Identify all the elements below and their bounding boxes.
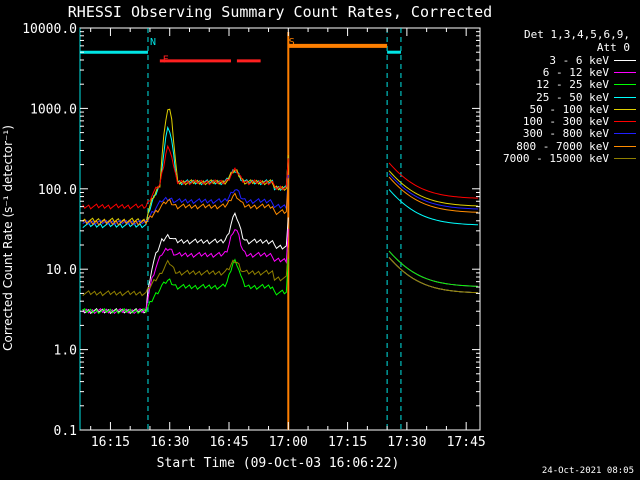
legend-swatch xyxy=(614,133,636,135)
legend-header-line-1: Det 1,3,4,5,6,9, xyxy=(524,28,630,41)
x-tick-label: 16:30 xyxy=(150,435,189,450)
x-tick-label: 17:45 xyxy=(447,435,486,450)
legend-header-line-2: Att 0 xyxy=(596,41,630,54)
series-group xyxy=(82,108,479,315)
series-line-8 xyxy=(82,247,289,297)
chart-title: RHESSI Observing Summary Count Rates, Co… xyxy=(68,3,492,21)
series-line-after-7 xyxy=(388,176,479,213)
x-tick-label: 17:30 xyxy=(387,435,426,450)
plot-frame xyxy=(79,27,481,431)
series-line-after-2 xyxy=(388,250,479,287)
legend-entry: 300 - 800 keV xyxy=(484,127,636,141)
x-tick-label: 17:15 xyxy=(328,435,367,450)
legend-swatch xyxy=(614,84,636,86)
series-line-after-3 xyxy=(388,189,479,226)
flag-annotation-n: N xyxy=(150,37,156,48)
series-line-0 xyxy=(82,211,289,315)
legend: Det 1,3,4,5,6,9, Att 0 3 - 6 keV 6 - 12 k… xyxy=(484,28,636,165)
x-axis-label: Start Time (09-Oct-03 16:06:22) xyxy=(157,456,400,471)
plot-area xyxy=(79,27,481,431)
y-tick-label: 10.0 xyxy=(46,263,77,278)
guide-lines: NF S xyxy=(79,28,402,430)
legend-label: 100 - 300 keV xyxy=(522,115,609,129)
series-line-3 xyxy=(82,125,289,229)
legend-entry: 7000 - 15000 keV xyxy=(484,152,636,166)
axis-ticks: 16:15 16:30 16:45 17:00 17:15 17:30 17:45 0.1 1.… xyxy=(22,22,486,450)
legend-swatch xyxy=(614,145,636,147)
y-tick-label: 0.1 xyxy=(54,424,77,439)
legend-swatch xyxy=(614,71,636,73)
x-tick-label: 16:45 xyxy=(209,435,248,450)
legend-entry: 3 - 6 keV xyxy=(484,53,636,67)
legend-swatch xyxy=(614,59,636,61)
series-line-after-6 xyxy=(388,173,479,210)
legend-label: 800 - 7000 keV xyxy=(516,139,609,153)
series-line-4 xyxy=(82,108,289,225)
series-line-after-5 xyxy=(388,162,479,199)
series-line-after-8 xyxy=(388,257,479,294)
series-line-7 xyxy=(82,178,289,226)
x-tick-label: 17:00 xyxy=(269,435,308,450)
y-tick-label: 10000.0 xyxy=(22,22,77,37)
y-axis-label: Corrected Count Rate (s⁻¹ detector⁻¹) xyxy=(1,125,15,351)
legend-swatch xyxy=(614,96,636,98)
y-tick-label: 1.0 xyxy=(54,344,77,359)
legend-label: 25 - 50 keV xyxy=(536,90,609,104)
legend-label: 12 - 25 keV xyxy=(536,78,609,92)
legend-swatch xyxy=(614,121,636,123)
flag-annotation-s: S xyxy=(289,37,295,48)
legend-label: 50 - 100 keV xyxy=(529,102,609,116)
x-tick-label: 16:15 xyxy=(91,435,130,450)
series-line-after-4 xyxy=(388,170,479,207)
y-tick-label: 1000.0 xyxy=(30,102,77,117)
legend-entry: 100 - 300 keV xyxy=(484,115,636,129)
legend-label: 7000 - 15000 keV xyxy=(503,152,609,166)
legend-entry: 6 - 12 keV xyxy=(484,65,636,79)
series-line-2 xyxy=(82,258,289,315)
legend-label: 6 - 12 keV xyxy=(542,65,609,79)
legend-swatch xyxy=(614,158,636,160)
legend-entry: 12 - 25 keV xyxy=(484,78,636,92)
y-tick-label: 100.0 xyxy=(38,183,77,198)
legend-label: 3 - 6 keV xyxy=(549,53,609,67)
legend-entry: 50 - 100 keV xyxy=(484,102,636,116)
legend-swatch xyxy=(614,108,636,110)
series-line-5 xyxy=(82,144,289,210)
legend-entry: 25 - 50 keV xyxy=(484,90,636,104)
legend-rows: 3 - 6 keV 6 - 12 keV 12 - 25 keV 25 - 50 ke… xyxy=(484,54,636,165)
legend-label: 300 - 800 keV xyxy=(522,127,609,141)
legend-entry: 800 - 7000 keV xyxy=(484,139,636,153)
timestamp: 24-Oct-2021 08:05 xyxy=(541,466,634,476)
flag-annotation-f: F xyxy=(163,55,169,66)
